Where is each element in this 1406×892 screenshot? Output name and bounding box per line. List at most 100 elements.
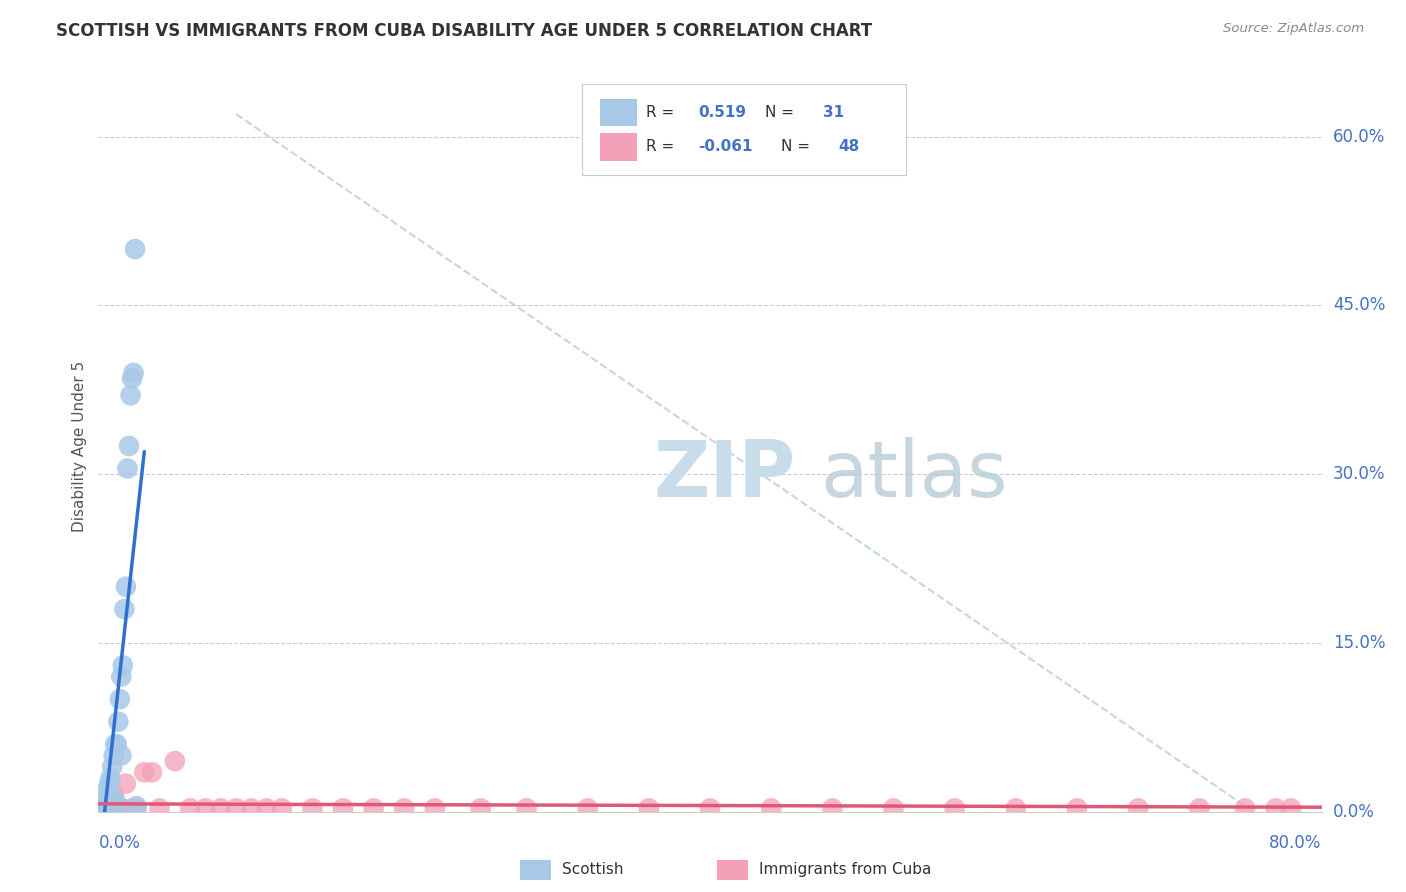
Text: atlas: atlas <box>820 437 1008 513</box>
Point <box>149 801 172 815</box>
Point <box>118 439 141 453</box>
Text: Scottish: Scottish <box>562 863 624 877</box>
Point <box>97 782 120 797</box>
Point <box>637 801 661 815</box>
FancyBboxPatch shape <box>582 84 905 176</box>
Point <box>91 801 114 815</box>
Point <box>101 793 124 807</box>
Point <box>125 799 148 814</box>
Point <box>121 801 143 815</box>
Point <box>1188 801 1211 815</box>
Text: 45.0%: 45.0% <box>1333 296 1385 314</box>
Point <box>124 242 146 256</box>
Text: ZIP: ZIP <box>654 437 796 513</box>
Point <box>134 765 156 780</box>
Point <box>576 801 599 815</box>
Text: N =: N = <box>765 105 799 120</box>
Point <box>115 776 138 790</box>
Text: N =: N = <box>780 139 815 154</box>
Point <box>90 801 112 815</box>
Point <box>821 801 844 815</box>
Point <box>194 801 217 815</box>
Point <box>363 801 385 815</box>
Point <box>103 788 125 802</box>
Text: 31: 31 <box>823 105 844 120</box>
Point <box>98 776 121 790</box>
Text: R =: R = <box>647 139 679 154</box>
Point <box>94 793 117 807</box>
Point <box>883 801 905 815</box>
Text: 30.0%: 30.0% <box>1333 465 1385 483</box>
Point <box>115 580 138 594</box>
Point <box>100 799 122 814</box>
Point <box>100 801 122 815</box>
Point <box>98 799 121 814</box>
Point <box>97 799 120 814</box>
Point <box>1066 801 1088 815</box>
Point <box>110 670 132 684</box>
Text: Source: ZipAtlas.com: Source: ZipAtlas.com <box>1223 22 1364 36</box>
Text: 60.0%: 60.0% <box>1333 128 1385 145</box>
Point <box>93 801 115 815</box>
Point <box>1004 801 1026 815</box>
Point <box>93 799 115 814</box>
Point <box>94 799 117 814</box>
Point <box>110 801 132 815</box>
Point <box>98 801 121 815</box>
Point <box>110 801 132 815</box>
Point <box>89 801 111 815</box>
Point <box>470 801 492 815</box>
Point <box>122 366 145 380</box>
Point <box>209 801 232 815</box>
Text: 0.519: 0.519 <box>697 105 745 120</box>
Point <box>120 388 142 402</box>
Point <box>423 801 446 815</box>
Point <box>105 801 128 815</box>
Text: 80.0%: 80.0% <box>1270 834 1322 852</box>
Point <box>101 760 124 774</box>
Point <box>94 801 117 815</box>
Point <box>97 801 120 815</box>
Point <box>179 801 201 815</box>
Point <box>105 737 128 751</box>
Point <box>105 799 128 814</box>
Text: 15.0%: 15.0% <box>1333 634 1385 652</box>
Point <box>1128 801 1150 815</box>
Text: SCOTTISH VS IMMIGRANTS FROM CUBA DISABILITY AGE UNDER 5 CORRELATION CHART: SCOTTISH VS IMMIGRANTS FROM CUBA DISABIL… <box>56 22 872 40</box>
Point <box>225 801 247 815</box>
Point <box>141 765 163 780</box>
Point <box>103 801 125 815</box>
Point <box>103 799 125 814</box>
Point <box>301 801 323 815</box>
Text: Immigrants from Cuba: Immigrants from Cuba <box>759 863 932 877</box>
Point <box>110 748 132 763</box>
Point <box>104 737 127 751</box>
Point <box>1279 801 1302 815</box>
Point <box>111 658 134 673</box>
Point <box>699 801 721 815</box>
Point <box>516 801 538 815</box>
Point <box>108 692 131 706</box>
Point <box>121 371 143 385</box>
Point <box>270 801 292 815</box>
Point <box>943 801 966 815</box>
Text: 0.0%: 0.0% <box>1333 803 1375 821</box>
Point <box>100 771 122 785</box>
Point <box>240 801 263 815</box>
Point <box>256 801 278 815</box>
Point <box>332 801 354 815</box>
Text: 48: 48 <box>838 139 859 154</box>
Point <box>1264 801 1286 815</box>
Point <box>104 793 127 807</box>
Point <box>125 801 148 815</box>
Bar <box>600 99 637 127</box>
Point <box>163 754 186 768</box>
Bar <box>600 133 637 161</box>
Point <box>392 801 416 815</box>
Point <box>112 602 135 616</box>
Point <box>117 461 139 475</box>
Text: -0.061: -0.061 <box>697 139 752 154</box>
Y-axis label: Disability Age Under 5: Disability Age Under 5 <box>72 360 87 532</box>
Text: R =: R = <box>647 105 679 120</box>
Point <box>759 801 782 815</box>
